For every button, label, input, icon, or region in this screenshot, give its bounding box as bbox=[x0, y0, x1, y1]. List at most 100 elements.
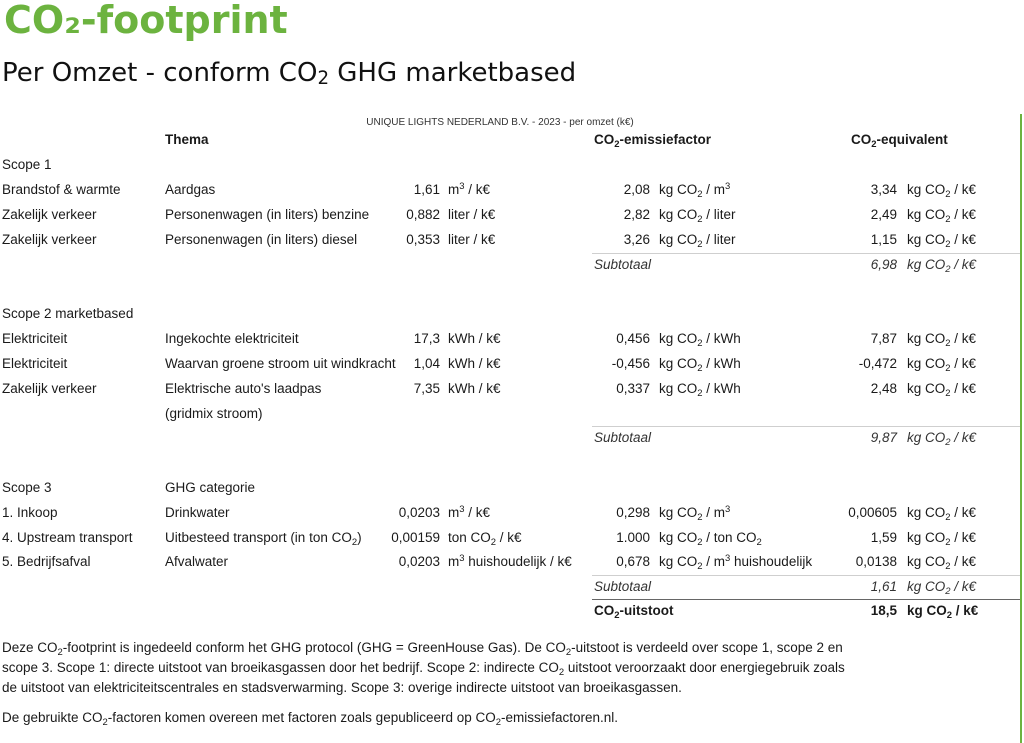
row-category: Brandstof & warmte bbox=[2, 182, 121, 197]
row-equivalent: -0,472 bbox=[858, 356, 897, 371]
row-equivalent-unit: kg CO2 / k€ bbox=[907, 207, 977, 225]
row-equivalent-unit: kg CO2 / k€ bbox=[907, 356, 977, 374]
row-factor-unit: kg CO2 / kWh bbox=[659, 381, 741, 399]
row-category: 4. Upstream transport bbox=[2, 530, 133, 545]
row-category: Elektriciteit bbox=[2, 331, 68, 346]
scope2-label: Scope 2 marketbased bbox=[2, 306, 134, 321]
row-unit: liter / k€ bbox=[448, 207, 496, 222]
row-factor-unit: kg CO2 / kWh bbox=[659, 331, 741, 349]
row-equivalent-unit: kg CO2 / k€ bbox=[907, 505, 977, 523]
row-thema: Afvalwater bbox=[165, 554, 229, 569]
row-equivalent: 0,00605 bbox=[848, 505, 897, 520]
row-equivalent: 2,49 bbox=[870, 207, 897, 222]
row-quantity: 1,61 bbox=[413, 182, 440, 197]
row-unit: ton CO2 / k€ bbox=[448, 530, 522, 548]
row-thema: Uitbesteed transport (in ton CO2) bbox=[165, 530, 362, 548]
row-factor-unit: kg CO2 / m3 bbox=[659, 181, 731, 200]
row-factor-unit: kg CO2 / ton CO2 bbox=[659, 530, 762, 548]
row-category: Zakelijk verkeer bbox=[2, 207, 97, 222]
subtotal-divider bbox=[592, 575, 1020, 576]
subtitle-text: Per Omzet - conform CO bbox=[2, 58, 318, 88]
row-quantity: 17,3 bbox=[413, 331, 440, 346]
scope1-subtotal-value: 6,98 bbox=[870, 257, 897, 272]
row-factor-unit: kg CO2 / liter bbox=[659, 207, 736, 225]
row-quantity: 0,353 bbox=[406, 232, 440, 247]
row-factor: 2,82 bbox=[623, 207, 650, 222]
row-unit: kWh / k€ bbox=[448, 331, 501, 346]
row-equivalent: 7,87 bbox=[870, 331, 897, 346]
row-equivalent-unit: kg CO2 / k€ bbox=[907, 530, 977, 548]
row-factor-unit: kg CO2 / m3 bbox=[659, 504, 731, 523]
row-equivalent: 1,15 bbox=[870, 232, 897, 247]
row-quantity: 1,04 bbox=[413, 356, 440, 371]
ghg-categorie-header: GHG categorie bbox=[165, 480, 256, 495]
subtotal-divider bbox=[592, 253, 1020, 254]
row-factor: 0,337 bbox=[616, 381, 650, 396]
row-thema: Personenwagen (in liters) diesel bbox=[165, 232, 358, 247]
row-category: Elektriciteit bbox=[2, 356, 68, 371]
row-thema: Drinkwater bbox=[165, 505, 230, 520]
scope2-subtotal-unit: kg CO2 / k€ bbox=[907, 430, 977, 448]
row-equivalent: 2,48 bbox=[870, 381, 897, 396]
row-category: Zakelijk verkeer bbox=[2, 232, 97, 247]
row-factor-unit: kg CO2 / kWh bbox=[659, 356, 741, 374]
row-quantity: 0,00159 bbox=[391, 530, 440, 545]
scope3-subtotal-label: Subtotaal bbox=[594, 579, 652, 594]
total-unit: kg CO2 / k€ bbox=[907, 603, 979, 621]
row-thema: Aardgas bbox=[165, 182, 216, 197]
row-factor: 3,26 bbox=[623, 232, 650, 247]
header-emissiefactor: CO2-emissiefactor bbox=[594, 132, 712, 150]
total-value: 18,5 bbox=[870, 603, 897, 618]
right-border-line bbox=[1020, 114, 1022, 743]
scope2-subtotal-label: Subtotaal bbox=[594, 430, 652, 445]
footnote-paragraph-1: Deze CO2-footprint is ingedeeld conform … bbox=[2, 640, 845, 695]
row-equivalent-unit: kg CO2 / k€ bbox=[907, 381, 977, 399]
scope2-subtotal-value: 9,87 bbox=[870, 430, 897, 445]
row-thema-continued: (gridmix stroom) bbox=[165, 406, 263, 421]
row-unit: kWh / k€ bbox=[448, 356, 501, 371]
page-title: CO₂-footprint bbox=[4, 0, 288, 42]
footnote-paragraph-2: De gebruikte CO2-factoren komen overeen … bbox=[2, 710, 619, 728]
row-thema: Waarvan groene stroom uit windkracht bbox=[165, 356, 396, 371]
row-category: Zakelijk verkeer bbox=[2, 381, 97, 396]
row-unit: m3 / k€ bbox=[448, 504, 491, 520]
row-quantity: 0,0203 bbox=[398, 505, 440, 520]
scope1-subtotal-unit: kg CO2 / k€ bbox=[907, 257, 977, 275]
table-caption: UNIQUE LIGHTS NEDERLAND B.V. - 2023 - pe… bbox=[366, 117, 634, 128]
header-equivalent: CO2-equivalent bbox=[851, 132, 948, 150]
row-factor: 1.000 bbox=[616, 530, 650, 545]
scope1-subtotal-label: Subtotaal bbox=[594, 257, 652, 272]
page-subtitle: Per Omzet - conform CO2 GHG marketbased bbox=[2, 58, 576, 88]
row-factor: -0,456 bbox=[611, 356, 650, 371]
row-equivalent-unit: kg CO2 / k€ bbox=[907, 331, 977, 349]
row-unit: kWh / k€ bbox=[448, 381, 501, 396]
row-unit: liter / k€ bbox=[448, 232, 496, 247]
row-unit: m3 / k€ bbox=[448, 181, 491, 197]
header-thema: Thema bbox=[165, 132, 209, 147]
row-quantity: 0,882 bbox=[406, 207, 440, 222]
row-equivalent-unit: kg CO2 / k€ bbox=[907, 554, 977, 572]
row-factor-unit: kg CO2 / m3 huishoudelijk bbox=[659, 553, 813, 572]
row-category: 1. Inkoop bbox=[2, 505, 58, 520]
scope3-subtotal-value: 1,61 bbox=[870, 579, 897, 594]
row-category: 5. Bedrijfsafval bbox=[2, 554, 91, 569]
row-equivalent-unit: kg CO2 / k€ bbox=[907, 232, 977, 250]
row-quantity: 7,35 bbox=[413, 381, 440, 396]
scope3-label: Scope 3 bbox=[2, 480, 52, 495]
row-equivalent: 3,34 bbox=[870, 182, 897, 197]
row-factor: 0,298 bbox=[616, 505, 650, 520]
row-factor: 0,678 bbox=[616, 554, 650, 569]
subtitle-text-end: GHG marketbased bbox=[329, 58, 577, 88]
row-equivalent: 1,59 bbox=[870, 530, 897, 545]
row-factor: 2,08 bbox=[623, 182, 650, 197]
row-thema: Ingekochte elektriciteit bbox=[165, 331, 299, 346]
row-thema: Elektrische auto's laadpas bbox=[165, 381, 322, 396]
row-factor-unit: kg CO2 / liter bbox=[659, 232, 736, 250]
row-factor: 0,456 bbox=[616, 331, 650, 346]
total-label: CO2-uitstoot bbox=[594, 603, 674, 621]
row-quantity: 0,0203 bbox=[398, 554, 440, 569]
total-divider bbox=[592, 599, 1020, 600]
subtitle-subscript: 2 bbox=[317, 68, 330, 89]
row-equivalent: 0,0138 bbox=[855, 554, 897, 569]
row-thema: Personenwagen (in liters) benzine bbox=[165, 207, 370, 222]
